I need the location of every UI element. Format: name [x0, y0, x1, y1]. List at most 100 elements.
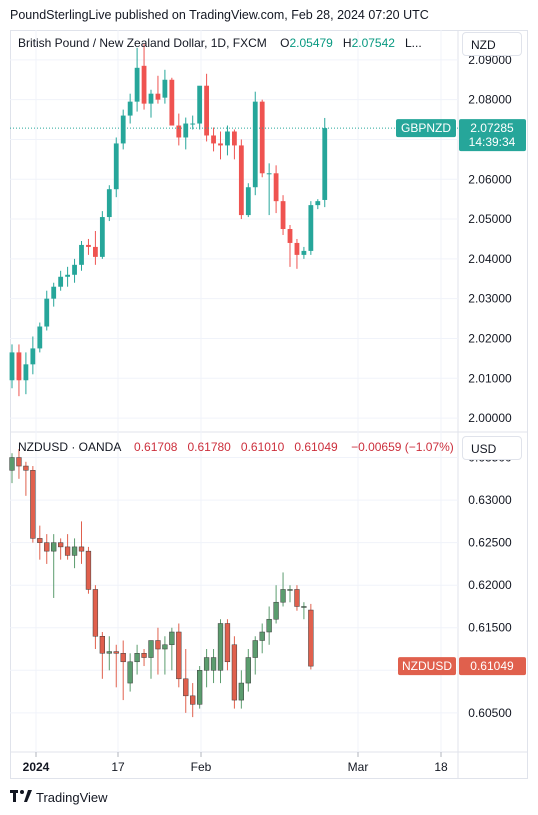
candle-body: [169, 631, 175, 646]
bottom-legend: NZDUSD · OANDA 0.61708 0.61780 0.61010 0…: [18, 440, 454, 454]
candle-body: [266, 173, 272, 175]
y-tick-label: 2.09000: [468, 53, 512, 67]
candle-body: [92, 589, 99, 637]
candle-body: [169, 79, 175, 126]
publisher-header: PoundSterlingLive published on TradingVi…: [10, 8, 429, 22]
candle-body: [294, 589, 300, 607]
candle-body: [99, 636, 105, 654]
candle-body: [217, 623, 224, 671]
candle-body: [134, 653, 140, 663]
candle-body: [259, 631, 265, 641]
candle-body: [308, 609, 314, 667]
bottom-currency-button[interactable]: USD: [462, 436, 522, 460]
y-tick-label: 0.61500: [468, 621, 512, 635]
candle-body: [16, 457, 22, 467]
x-tick-label: Feb: [191, 760, 212, 774]
candle-body: [211, 135, 216, 144]
tradingview-brand: TradingView: [36, 789, 108, 805]
candle-body: [148, 93, 154, 104]
candle-body: [245, 187, 251, 216]
candle-body: [280, 201, 286, 230]
candle-body: [238, 145, 244, 216]
candle-body: [225, 131, 230, 146]
candle-body: [30, 470, 36, 539]
candle-body: [155, 93, 161, 100]
candle-body: [210, 657, 217, 671]
candle-body: [224, 623, 231, 663]
candle-body: [204, 85, 209, 136]
candle-body: [232, 131, 237, 146]
candle-body: [162, 79, 168, 98]
candle-body: [120, 115, 126, 144]
candle-body: [23, 465, 29, 471]
candle-body: [9, 457, 15, 471]
candle-body: [37, 326, 43, 349]
candle-body: [148, 640, 154, 658]
candle-body: [176, 125, 182, 138]
top-legend: British Pound / New Zealand Dollar, 1D, …: [18, 36, 422, 50]
x-tick-label: Mar: [348, 760, 369, 774]
x-tick-label: 2024: [23, 760, 50, 774]
y-tick-label: 0.62000: [468, 578, 512, 592]
candle-body: [64, 546, 71, 556]
tradingview-footer[interactable]: TradingView: [10, 789, 108, 805]
candle-body: [99, 217, 105, 257]
candle-body: [78, 546, 85, 552]
candle-body: [252, 101, 258, 188]
candle-body: [183, 678, 189, 697]
candle-body: [106, 651, 112, 654]
candle-body: [141, 653, 147, 658]
candle-body: [37, 538, 43, 543]
candle-body: [238, 682, 244, 701]
candle-body: [79, 244, 84, 265]
candle-body: [44, 298, 50, 327]
candle-body: [113, 143, 119, 190]
symbol-label-text: GBPNZD: [401, 121, 451, 135]
x-tick-label: 17: [111, 760, 125, 774]
candle-body: [127, 661, 133, 684]
bottom-legend-high: 0.61780: [187, 440, 231, 454]
y-tick-label: 2.03000: [468, 292, 512, 306]
symbol-label-badge-nzdusd: [398, 657, 456, 676]
candle-body: [58, 276, 64, 287]
candle-body: [315, 201, 321, 206]
last-price-text: 2.07285: [470, 121, 514, 135]
countdown-text: 14:39:34: [469, 135, 516, 149]
symbol-label-badge: [396, 119, 456, 138]
top-legend-more: L...: [404, 36, 422, 50]
candle-body: [155, 640, 161, 650]
candle-body: [183, 123, 189, 138]
candle-body: [176, 631, 182, 680]
candle-body: [322, 128, 328, 200]
candle-body: [71, 546, 78, 556]
candle-body: [58, 542, 64, 548]
symbol-label-text-nzdusd: NZDUSD: [402, 659, 452, 673]
candle-body: [113, 651, 119, 654]
candle-body: [266, 618, 272, 633]
top-legend-h-label: H: [342, 36, 352, 50]
candle-body: [51, 542, 57, 552]
top-currency-button[interactable]: NZD: [462, 32, 522, 56]
candle-body: [245, 657, 251, 684]
last-price-text-nzdusd: 0.61049: [470, 659, 514, 673]
top-legend-o-label: O: [280, 36, 290, 50]
top-legend-title: British Pound / New Zealand Dollar, 1D, …: [18, 36, 267, 50]
candle-body: [190, 695, 196, 705]
candle-body: [120, 653, 126, 663]
candle-body: [197, 85, 203, 124]
candle-body: [162, 644, 168, 650]
y-tick-label: 2.02000: [468, 331, 512, 345]
candle-body: [259, 101, 265, 174]
y-tick-label: 2.08000: [468, 93, 512, 107]
candle-body: [301, 606, 307, 608]
candle-body: [273, 173, 279, 202]
candle-body: [16, 352, 22, 381]
bottom-legend-close: 0.61049: [294, 440, 338, 454]
top-legend-high: 2.07542: [351, 36, 395, 50]
candle-body: [72, 264, 77, 275]
candle-body: [301, 250, 307, 255]
y-tick-label: 0.62500: [468, 536, 512, 550]
candle-body: [308, 205, 314, 251]
last-price-badge-nzdusd: [459, 657, 526, 676]
